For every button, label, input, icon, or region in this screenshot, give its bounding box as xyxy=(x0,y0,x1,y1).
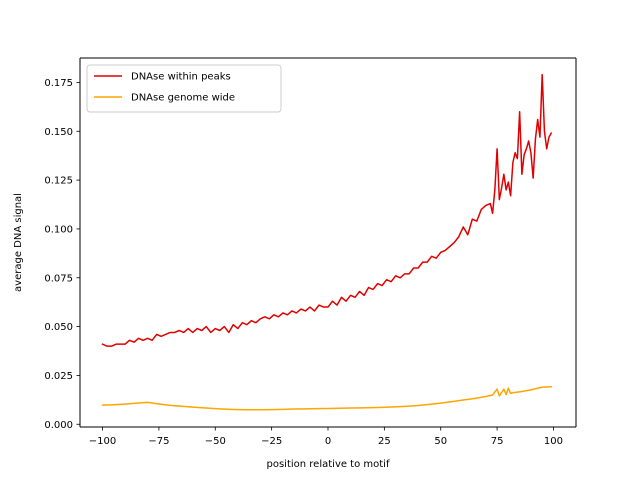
x-tick-label: −75 xyxy=(148,436,169,447)
plot-area xyxy=(80,58,576,427)
legend-label-genome: DNAse genome wide xyxy=(131,93,235,104)
x-tick-label: 0 xyxy=(325,436,331,447)
y-tick-label: 0.150 xyxy=(44,127,73,138)
y-tick-label: 0.050 xyxy=(44,322,73,333)
legend: DNAse within peaks DNAse genome wide xyxy=(87,65,281,112)
legend-label-peaks: DNAse within peaks xyxy=(131,72,231,83)
x-tick-label: −50 xyxy=(205,436,226,447)
y-tick-label: 0.100 xyxy=(44,224,73,235)
x-tick-label: 75 xyxy=(491,436,504,447)
y-tick-label: 0.075 xyxy=(44,273,73,284)
x-tick-label: −100 xyxy=(89,436,116,447)
y-axis-label: average DNA signal xyxy=(13,193,24,292)
x-tick-label: −25 xyxy=(261,436,282,447)
x-tick-label: 100 xyxy=(544,436,563,447)
y-tick-label: 0.125 xyxy=(44,176,73,187)
x-tick-label: 25 xyxy=(378,436,391,447)
y-tick-label: 0.000 xyxy=(44,420,73,431)
x-tick-label: 50 xyxy=(434,436,447,447)
y-tick-label: 0.175 xyxy=(44,78,73,89)
y-tick-label: 0.025 xyxy=(44,371,73,382)
x-axis-label: position relative to motif xyxy=(267,459,390,470)
